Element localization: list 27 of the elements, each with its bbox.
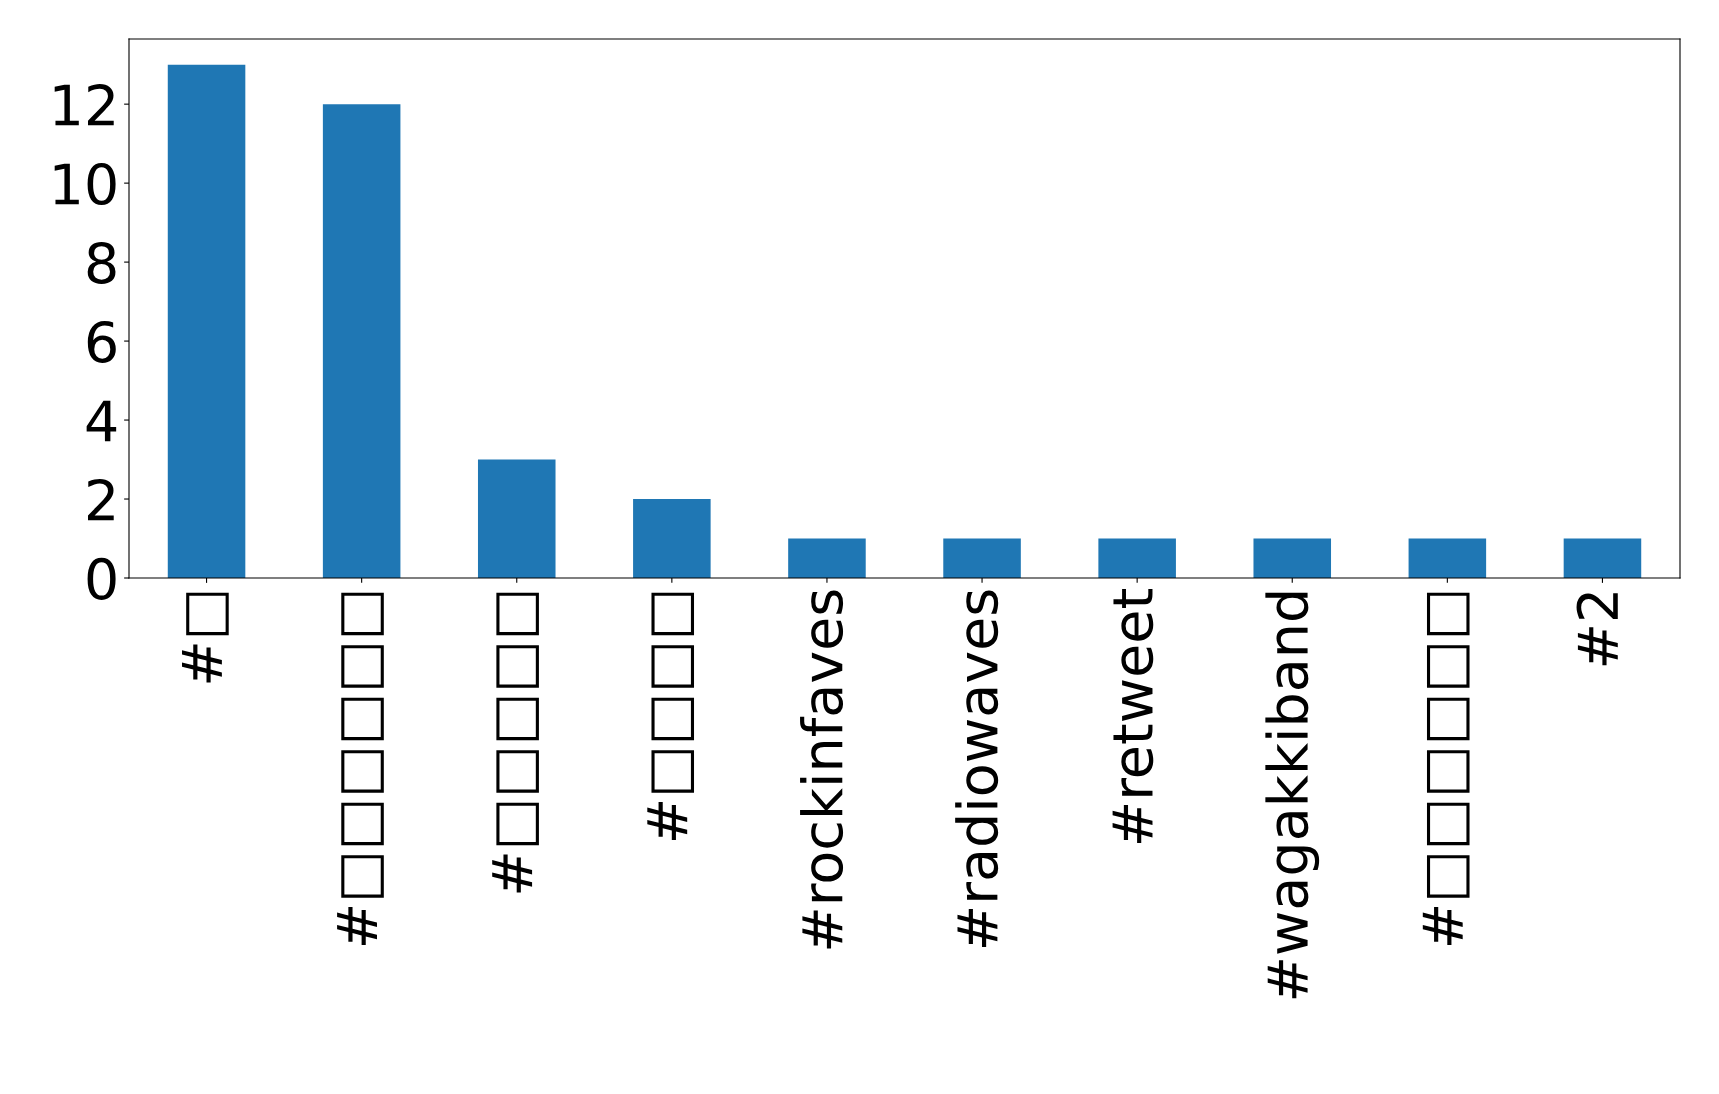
y-tick-label: 10 (54, 163, 116, 206)
x-tick-label: #□□□□□ (492, 592, 539, 893)
y-tick-label: 12 (54, 84, 114, 126)
y-tick-label: 4 (86, 400, 117, 442)
x-tick-label: #wagakkiband (1265, 592, 1320, 999)
y-tick-label: 2 (88, 478, 114, 521)
x-tick-label: #radiowaves (955, 590, 999, 948)
bar (1098, 538, 1176, 578)
bar (1253, 538, 1332, 578)
bar (167, 64, 246, 578)
x-tick-label: #□□□□□□ (1422, 592, 1470, 945)
x-tick-label: #2 (1576, 593, 1618, 666)
bar (1563, 538, 1642, 578)
bar (788, 538, 866, 578)
bar (1408, 538, 1487, 578)
bar (477, 459, 556, 578)
y-tick-label: 8 (87, 241, 116, 284)
y-tick-label: 0 (87, 557, 116, 600)
x-tick-label: #□□□□ (647, 592, 695, 840)
y-tick-label: 6 (87, 320, 116, 363)
bar (322, 104, 401, 578)
x-tick-label: #□ (182, 592, 229, 683)
bar (943, 538, 1021, 578)
x-tick-label: #retweet (1112, 589, 1154, 844)
x-tick-label: #□□□□□□ (337, 592, 384, 945)
x-tick-label: #rockinfaves (800, 590, 844, 949)
bar (633, 499, 711, 578)
